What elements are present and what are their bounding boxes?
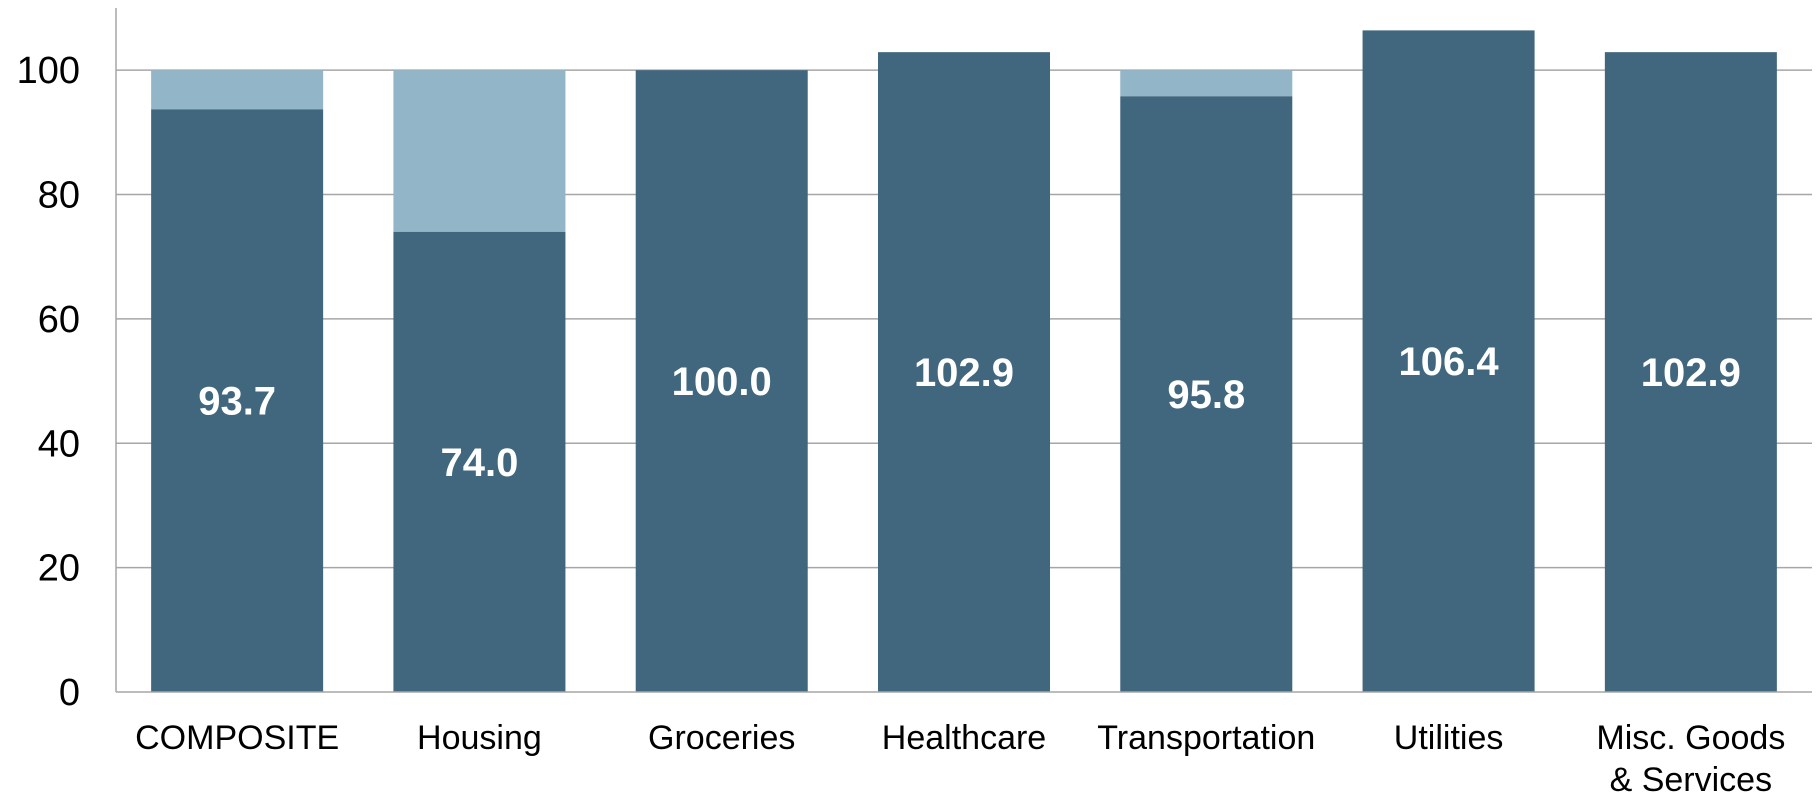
x-category-label-line: & Services xyxy=(1610,761,1773,797)
x-category-label-line: COMPOSITE xyxy=(135,719,339,757)
axes xyxy=(115,8,1812,693)
x-category-label: Housing xyxy=(417,719,542,757)
x-category-label-line: Housing xyxy=(417,719,542,757)
value-bar xyxy=(393,231,566,692)
x-category-label: Utilities xyxy=(1394,719,1504,757)
value-bar xyxy=(151,109,324,692)
x-category-label-line: Healthcare xyxy=(882,719,1046,757)
y-tick-label: 40 xyxy=(38,423,80,465)
value-bar xyxy=(635,70,808,692)
y-tick-label: 100 xyxy=(17,50,80,92)
data-label: 74.0 xyxy=(440,441,518,485)
value-bar xyxy=(1362,30,1535,693)
x-category-label-line: Misc. Goods xyxy=(1596,719,1785,757)
value-bar xyxy=(877,52,1051,692)
y-tick-label: 60 xyxy=(38,299,80,341)
data-label: 95.8 xyxy=(1167,373,1245,417)
data-label: 100.0 xyxy=(672,360,772,404)
x-category-label: Groceries xyxy=(648,719,795,757)
x-category-label-line: Groceries xyxy=(648,719,795,757)
x-category-label-line: Utilities xyxy=(1394,719,1504,757)
value-bar xyxy=(1120,96,1293,693)
data-label: 93.7 xyxy=(198,380,276,424)
data-labels: 93.7 74.0 100.0 102.9 95.8 106.4 102.9 xyxy=(198,340,1741,485)
gap-to-baseline-bar xyxy=(151,70,324,110)
x-category-label: Healthcare xyxy=(882,719,1046,757)
data-label: 102.9 xyxy=(1641,351,1741,395)
data-label: 102.9 xyxy=(914,351,1014,395)
x-category-label: Transportation xyxy=(1097,719,1315,757)
y-axis-tick-labels: 0 20 40 60 80 100 xyxy=(17,50,80,714)
data-label: 106.4 xyxy=(1399,340,1500,384)
x-category-label-line: Transportation xyxy=(1097,719,1315,757)
x-category-label: Misc. Goods & Services xyxy=(1596,719,1785,797)
value-bar xyxy=(1604,52,1777,692)
gap-to-baseline-bar xyxy=(1120,70,1293,97)
bars xyxy=(151,30,1777,693)
gap-to-baseline-bar xyxy=(393,70,566,232)
y-tick-label: 20 xyxy=(38,548,80,590)
x-category-label: COMPOSITE xyxy=(135,719,339,757)
y-tick-label: 80 xyxy=(38,175,80,217)
x-axis-category-labels: COMPOSITE Housing Groceries Healthcare Trans… xyxy=(135,719,1785,797)
y-tick-label: 0 xyxy=(59,672,80,714)
